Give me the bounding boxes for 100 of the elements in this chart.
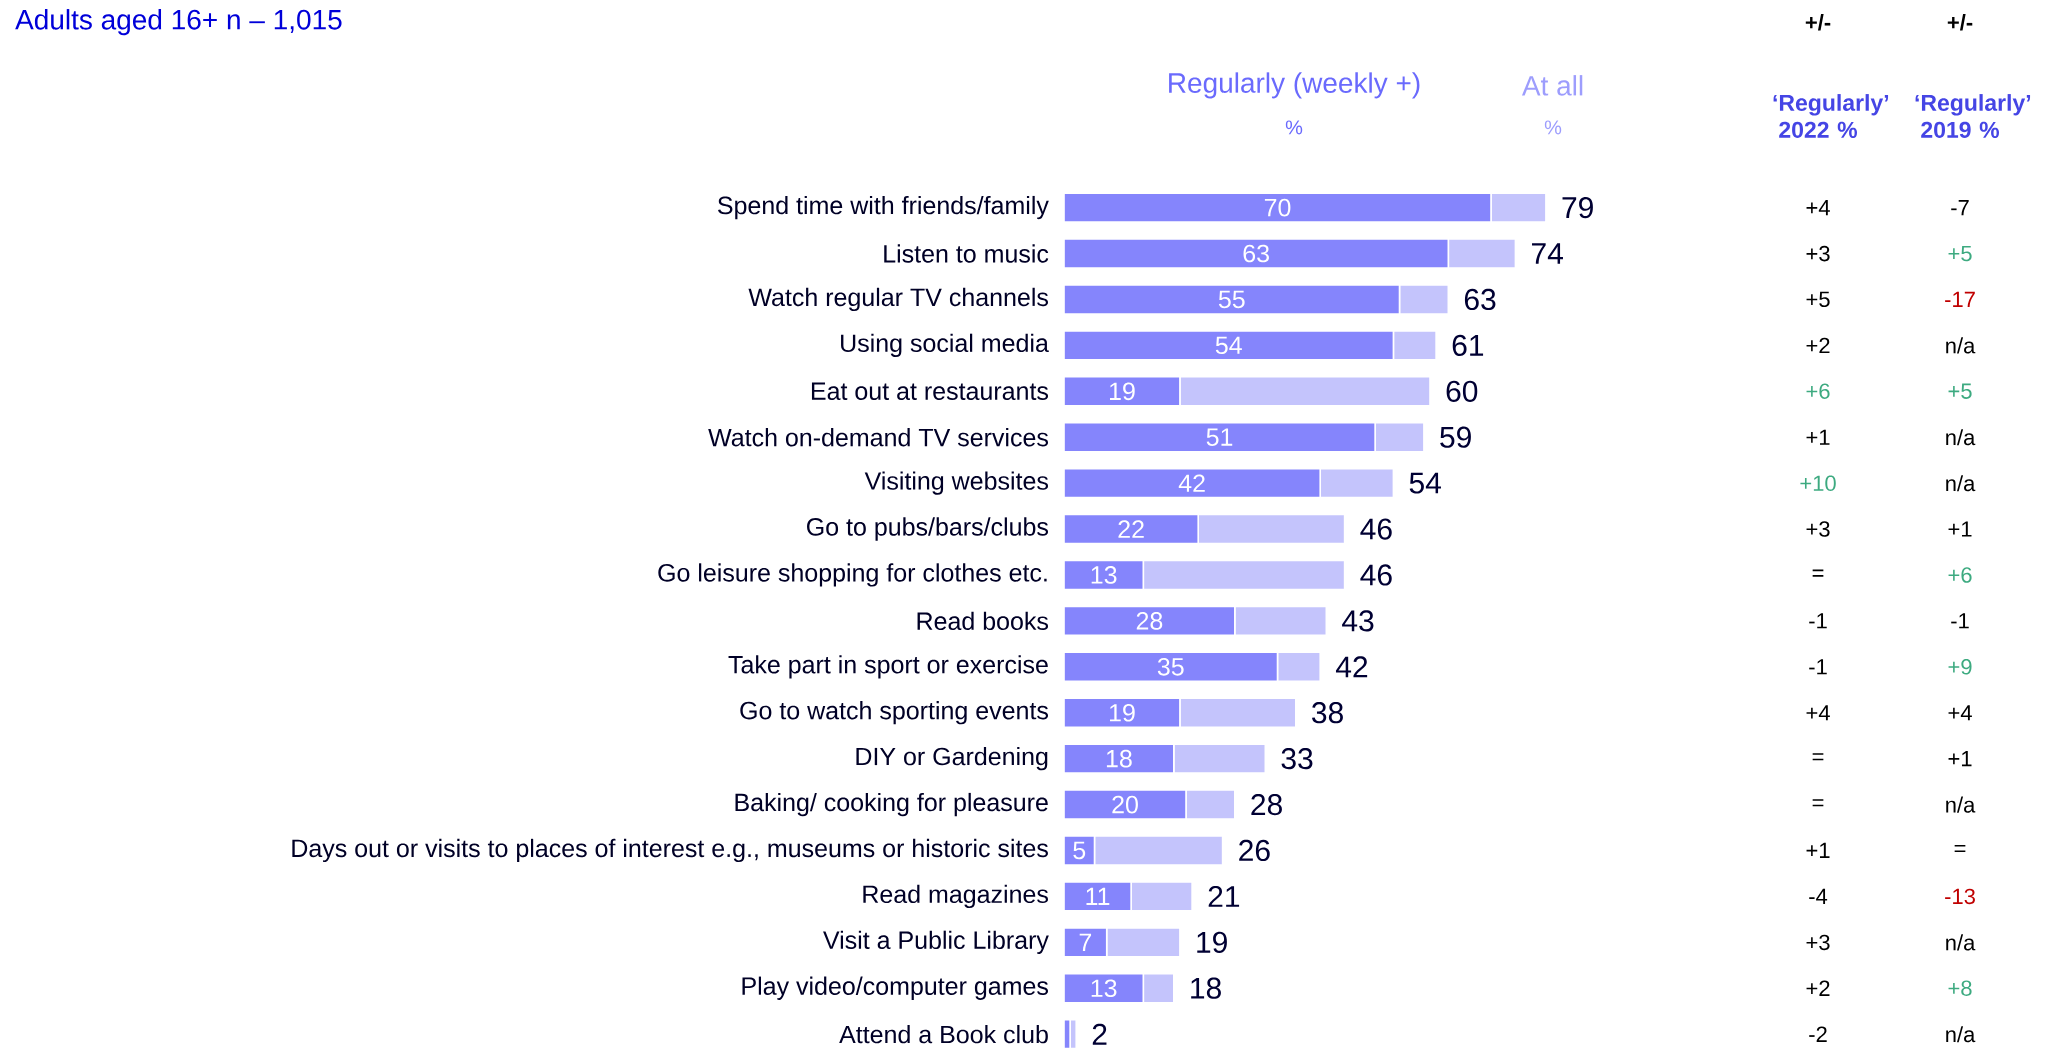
text: +4 (1806, 200, 1830, 216)
text: -7 (1951, 200, 1969, 216)
text: +4 (1948, 705, 1972, 721)
text: n/a (1946, 429, 1976, 446)
text: % (1544, 120, 1562, 135)
text: +1 (1948, 521, 1972, 537)
y-tick-label: Attend a Book club (839, 1024, 1048, 1044)
y-tick-label: Eat out at restaurants (811, 382, 1049, 400)
text: Adults aged 16+ n – 1,015 (15, 9, 342, 36)
text: = (1812, 753, 1824, 761)
total-label: 60 (1446, 380, 1478, 402)
data-label: 54 (1215, 336, 1242, 355)
text: +5 (1806, 291, 1830, 308)
text: n/a (1946, 796, 1976, 813)
text: +9 (1948, 659, 1972, 675)
text: n/a (1946, 475, 1976, 492)
y-tick-label: Go to pubs/bars/clubs (807, 517, 1049, 541)
text: +2 (1806, 980, 1830, 996)
data-label: 19 (1109, 382, 1135, 401)
text: +/- (1805, 14, 1831, 31)
data-label: 19 (1109, 703, 1135, 722)
y-tick-label: Baking/ cooking for pleasure (735, 792, 1048, 817)
y-tick-label: Days out or visits to places of interest e.g., museums or historic sites (292, 838, 1048, 863)
data-label: 35 (1157, 657, 1184, 676)
y-tick-label: Spend time with friends/family (718, 195, 1049, 220)
y-tick-label: Take part in sport or exercise (728, 655, 1048, 679)
text: +6 (1948, 567, 1972, 583)
text: +6 (1806, 383, 1830, 399)
text: % (1285, 120, 1303, 135)
total-label: 2 (1092, 1023, 1107, 1045)
text: -1 (1809, 613, 1827, 629)
text: +1 (1806, 429, 1830, 445)
text: +3 (1806, 934, 1830, 951)
text: +/- (1947, 14, 1973, 31)
text: -1 (1951, 613, 1969, 629)
total-label: 46 (1360, 518, 1392, 540)
total-label: 28 (1251, 793, 1282, 816)
y-tick-label: Go leisure shopping for clothes etc. (658, 563, 1047, 587)
y-tick-label: Watch on-demand TV services (708, 428, 1049, 447)
data-label: 18 (1106, 749, 1132, 768)
data-label: 5 (1073, 841, 1086, 860)
data-label: 55 (1218, 290, 1245, 309)
data-label: 42 (1178, 474, 1205, 492)
total-label: 43 (1342, 610, 1374, 632)
text: +3 (1806, 245, 1830, 262)
total-label: 63 (1464, 288, 1496, 311)
text: At all (1521, 75, 1583, 96)
text: +8 (1948, 980, 1972, 996)
total-label: 26 (1239, 839, 1270, 862)
total-label: 54 (1409, 472, 1441, 494)
total-label: 38 (1312, 702, 1343, 724)
y-tick-label: Go to watch sporting events (740, 701, 1049, 725)
text: +10 (1800, 475, 1836, 491)
data-label: 28 (1136, 612, 1163, 630)
total-label: 46 (1360, 564, 1392, 586)
text: -2 (1809, 1026, 1827, 1042)
text: = (1954, 845, 1966, 853)
data-label: 63 (1243, 244, 1269, 263)
total-label: 18 (1191, 977, 1221, 999)
text: -17 (1945, 291, 1975, 307)
y-tick-label: Read books (917, 611, 1049, 631)
text: -1 (1809, 659, 1827, 675)
text: +5 (1948, 383, 1972, 399)
total-label: 74 (1532, 243, 1563, 264)
text: Regularly (weekly +) (1169, 72, 1420, 99)
data-label: 13 (1091, 979, 1117, 998)
y-tick-label: Watch regular TV channels (748, 287, 1048, 312)
text: n/a (1946, 1026, 1976, 1043)
y-tick-label: Listen to music (884, 244, 1049, 263)
total-label: 42 (1335, 656, 1368, 678)
data-label: 7 (1079, 933, 1092, 951)
y-tick-label: Visiting websites (864, 471, 1048, 495)
data-label: 20 (1112, 795, 1138, 814)
text: n/a (1946, 934, 1976, 951)
data-label: 13 (1091, 566, 1117, 584)
data-label: 22 (1118, 520, 1144, 538)
data-label: 51 (1206, 428, 1233, 446)
text: +1 (1948, 751, 1972, 767)
total-label: 21 (1208, 885, 1240, 907)
total-label: 61 (1452, 334, 1484, 356)
text: ‘Regularly’ 2022 % (1773, 94, 1889, 138)
y-tick-label: Read magazines (863, 884, 1048, 909)
text: +5 (1948, 245, 1972, 262)
text: -13 (1945, 888, 1975, 905)
data-label: 11 (1086, 887, 1110, 905)
text: ‘Regularly’ 2019 % (1915, 94, 2031, 138)
data-label: 70 (1264, 198, 1291, 217)
text: n/a (1946, 337, 1976, 354)
text: +4 (1806, 705, 1830, 721)
y-tick-label: Play video/computer games (742, 976, 1048, 1000)
text: = (1812, 799, 1824, 807)
text: +3 (1806, 521, 1830, 537)
text: +2 (1806, 337, 1830, 354)
y-tick-label: DIY or Gardening (856, 746, 1048, 771)
y-tick-label: Using social media (841, 333, 1049, 357)
total-label: 33 (1281, 748, 1313, 770)
total-label: 19 (1197, 931, 1227, 953)
y-tick-label: Visit a Public Library (823, 930, 1049, 954)
total-label: 79 (1562, 196, 1593, 219)
text: = (1812, 569, 1824, 577)
